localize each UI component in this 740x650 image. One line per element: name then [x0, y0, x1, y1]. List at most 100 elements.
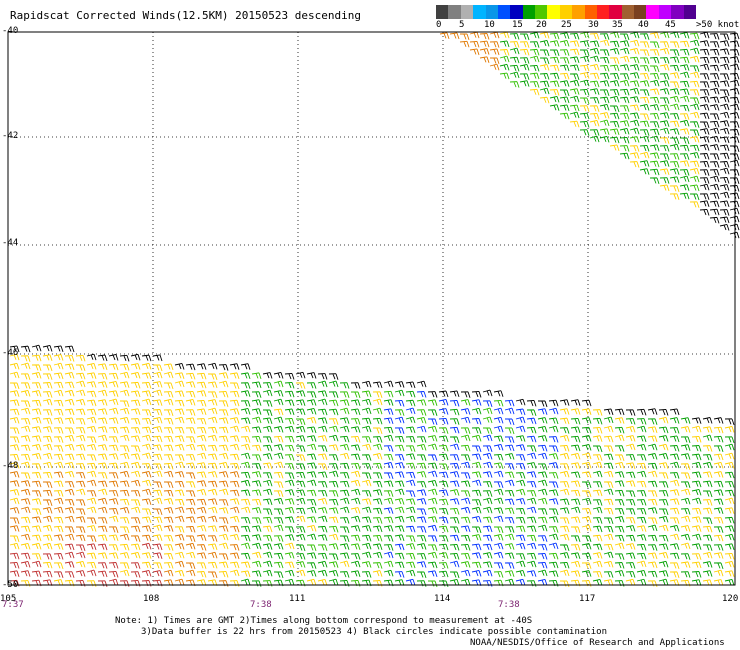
wind-barb — [504, 562, 515, 569]
wind-barb — [679, 95, 690, 103]
wind-barb — [559, 417, 570, 425]
wind-barb — [449, 489, 460, 496]
wind-barb — [689, 32, 700, 40]
wind-barb — [174, 480, 185, 488]
wind-barb — [75, 427, 86, 434]
wind-barb — [295, 382, 306, 389]
wind-barb — [669, 31, 680, 39]
wind-barb — [647, 453, 658, 460]
wind-barb — [20, 435, 31, 442]
wind-barb — [709, 175, 720, 183]
wind-barb — [152, 562, 163, 569]
wind-barb — [529, 41, 540, 48]
wind-barb — [581, 570, 592, 577]
wind-barb — [719, 33, 730, 41]
wind-barb — [185, 542, 196, 550]
wind-barb — [251, 436, 262, 443]
wind-barb — [691, 571, 702, 578]
wind-barb — [689, 152, 700, 159]
wind-barb — [629, 119, 640, 127]
wind-barb — [537, 435, 548, 442]
wind-barb — [438, 427, 449, 434]
wind-barb — [614, 461, 625, 469]
wind-barb — [152, 409, 163, 416]
wind-barb — [42, 524, 53, 532]
wind-barb — [108, 407, 119, 415]
wind-barb — [317, 525, 328, 533]
wind-barb — [350, 382, 361, 389]
wind-barb — [724, 436, 735, 443]
wind-barb — [713, 562, 724, 570]
wind-barb — [589, 33, 600, 40]
wind-barb — [174, 416, 185, 424]
wind-barb — [559, 49, 570, 56]
wind-barb — [317, 569, 328, 577]
wind-barb — [185, 490, 196, 497]
wind-barb — [559, 399, 570, 406]
wind-barb — [295, 418, 306, 426]
wind-barb — [570, 506, 581, 514]
wind-barb — [130, 445, 141, 453]
wind-barb — [569, 120, 580, 128]
wind-barb — [592, 454, 603, 461]
wind-barb — [295, 371, 306, 379]
wind-barb — [548, 399, 559, 407]
colorbar-label: 0 — [436, 20, 442, 30]
wind-barb — [669, 64, 680, 72]
wind-barb — [504, 471, 515, 479]
wind-barb — [559, 507, 570, 514]
wind-barb — [119, 517, 130, 524]
wind-barb — [141, 516, 152, 524]
wind-barb — [372, 453, 383, 460]
wind-barb — [218, 444, 229, 452]
wind-barb — [284, 454, 295, 461]
wind-barb — [207, 453, 218, 461]
wind-barb — [383, 480, 394, 488]
wind-barb — [240, 417, 251, 425]
wind-barb — [636, 425, 647, 433]
colorbar-label: 15 — [512, 20, 523, 30]
wind-barb — [251, 580, 262, 587]
wind-barb — [185, 363, 196, 371]
wind-barb — [394, 552, 405, 560]
wind-barb — [141, 552, 152, 559]
wind-barb — [559, 435, 570, 442]
time-label-3: 7:38 — [498, 600, 520, 610]
wind-barb — [405, 490, 416, 498]
wind-barb — [262, 372, 273, 379]
wind-barb — [702, 570, 713, 577]
wind-barb — [240, 400, 251, 407]
wind-barb — [658, 462, 669, 469]
wind-barb — [262, 417, 273, 425]
wind-barb — [548, 526, 559, 533]
wind-barb — [669, 137, 680, 145]
wind-barb — [152, 354, 163, 362]
wind-barb — [350, 418, 361, 425]
wind-barb — [719, 40, 730, 47]
wind-barb — [416, 399, 427, 406]
wind-barb — [9, 417, 20, 424]
wind-barb — [394, 435, 405, 443]
colorbar-swatch — [596, 5, 610, 19]
wind-barb — [53, 571, 64, 578]
wind-barb — [569, 56, 580, 64]
wind-barb — [317, 390, 328, 397]
wind-barb — [97, 363, 108, 370]
wind-barb — [647, 426, 658, 434]
wind-barb — [218, 364, 229, 371]
wind-barb — [689, 47, 700, 55]
wind-barb — [262, 382, 273, 389]
wind-barb — [75, 364, 86, 372]
wind-barb — [689, 193, 700, 201]
wind-barb — [713, 517, 724, 524]
wind-barb — [174, 435, 185, 443]
wind-barb — [619, 105, 630, 112]
wind-barb — [251, 534, 262, 541]
wind-barb — [416, 481, 427, 488]
wind-barb — [539, 64, 550, 71]
wind-barb — [438, 408, 449, 415]
colorbar-label: 5 — [459, 20, 465, 30]
wind-barb — [196, 434, 207, 442]
wind-barb — [636, 444, 647, 451]
wind-barb — [614, 480, 625, 487]
